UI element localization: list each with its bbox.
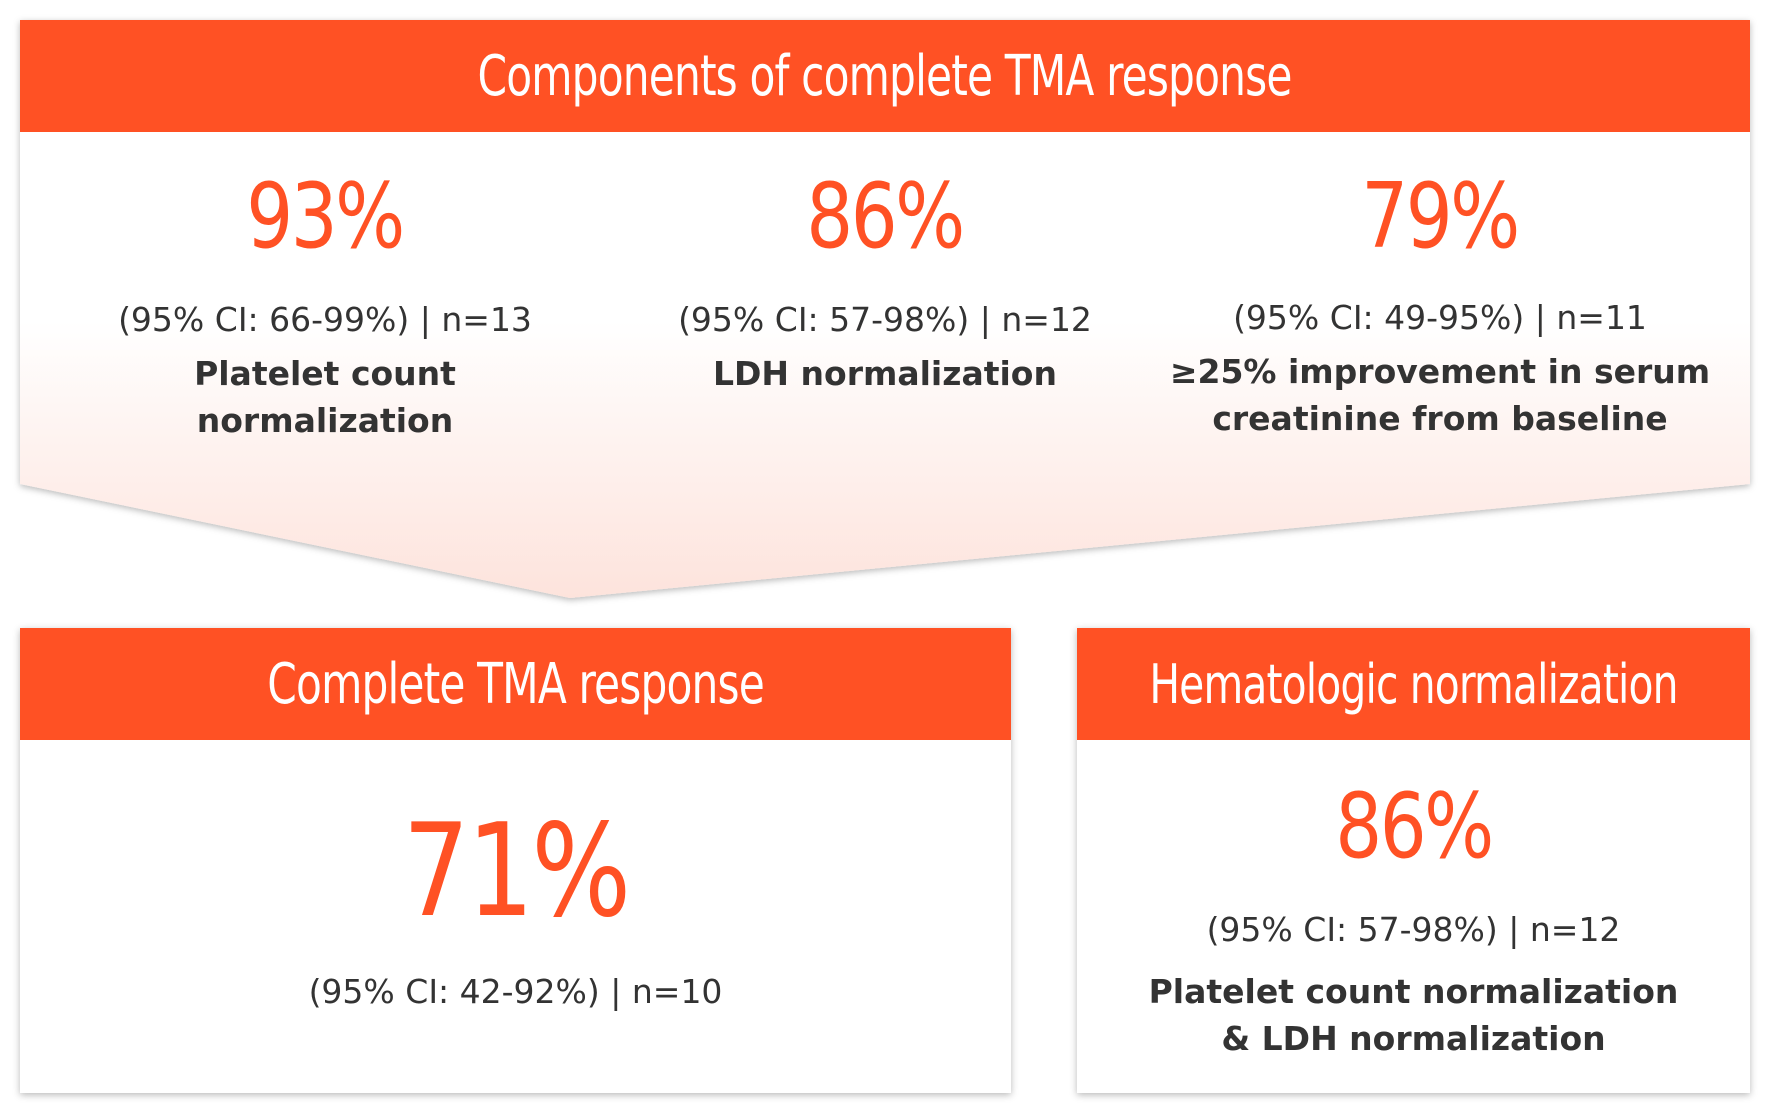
label-line-1: ≥25% improvement in serum — [1169, 351, 1711, 391]
percent-value: 79% — [1361, 164, 1521, 269]
hematologic-percent: 86% — [1335, 774, 1494, 879]
label-line-2: & LDH normalization — [1221, 1018, 1606, 1058]
complete-response-body: 71% (95% CI: 42-92%) | n=10 — [20, 808, 1011, 1012]
component-ldh: 86% (95% CI: 57-98%) | n=12 LDH normaliz… — [660, 172, 1110, 397]
hematologic-label: Platelet count normalization & LDH norma… — [1149, 968, 1679, 1062]
ci-text: (95% CI: 49-95%) | n=11 — [1233, 298, 1647, 337]
label-line-1: Platelet count — [194, 353, 456, 393]
complete-response-header: Complete TMA response — [20, 628, 1011, 740]
complete-response-title: Complete TMA response — [267, 651, 765, 717]
complete-percent: 71% — [402, 797, 631, 946]
component-label: LDH normalization — [713, 350, 1057, 397]
label-line-1: Platelet count normalization — [1148, 971, 1679, 1011]
component-platelet: 93% (95% CI: 66-99%) | n=13 Platelet cou… — [100, 172, 550, 444]
percent-value: 86% — [806, 164, 966, 269]
component-creatinine: 79% (95% CI: 49-95%) | n=11 ≥25% improve… — [1160, 172, 1720, 442]
label-line-2: normalization — [196, 400, 454, 440]
components-header: Components of complete TMA response — [20, 20, 1750, 132]
ci-text: (95% CI: 57-98%) | n=12 — [678, 300, 1092, 339]
component-label: Platelet count normalization — [194, 350, 456, 444]
percent-value: 93% — [246, 164, 406, 269]
hematologic-ci-text: (95% CI: 57-98%) | n=12 — [1206, 910, 1621, 949]
hematologic-title: Hematologic normalization — [1149, 652, 1678, 716]
component-label: ≥25% improvement in serum creatinine fro… — [1170, 348, 1710, 442]
components-title: Components of complete TMA response — [477, 43, 1293, 109]
complete-ci-text: (95% CI: 42-92%) | n=10 — [308, 972, 723, 1011]
hematologic-body: 86% (95% CI: 57-98%) | n=12 Platelet cou… — [1077, 782, 1750, 1062]
label-line-2: creatinine from baseline — [1212, 398, 1668, 438]
label-line-1: LDH normalization — [713, 353, 1057, 393]
ci-text: (95% CI: 66-99%) | n=13 — [118, 300, 532, 339]
funnel-shape — [20, 20, 1750, 598]
hematologic-header: Hematologic normalization — [1077, 628, 1750, 740]
